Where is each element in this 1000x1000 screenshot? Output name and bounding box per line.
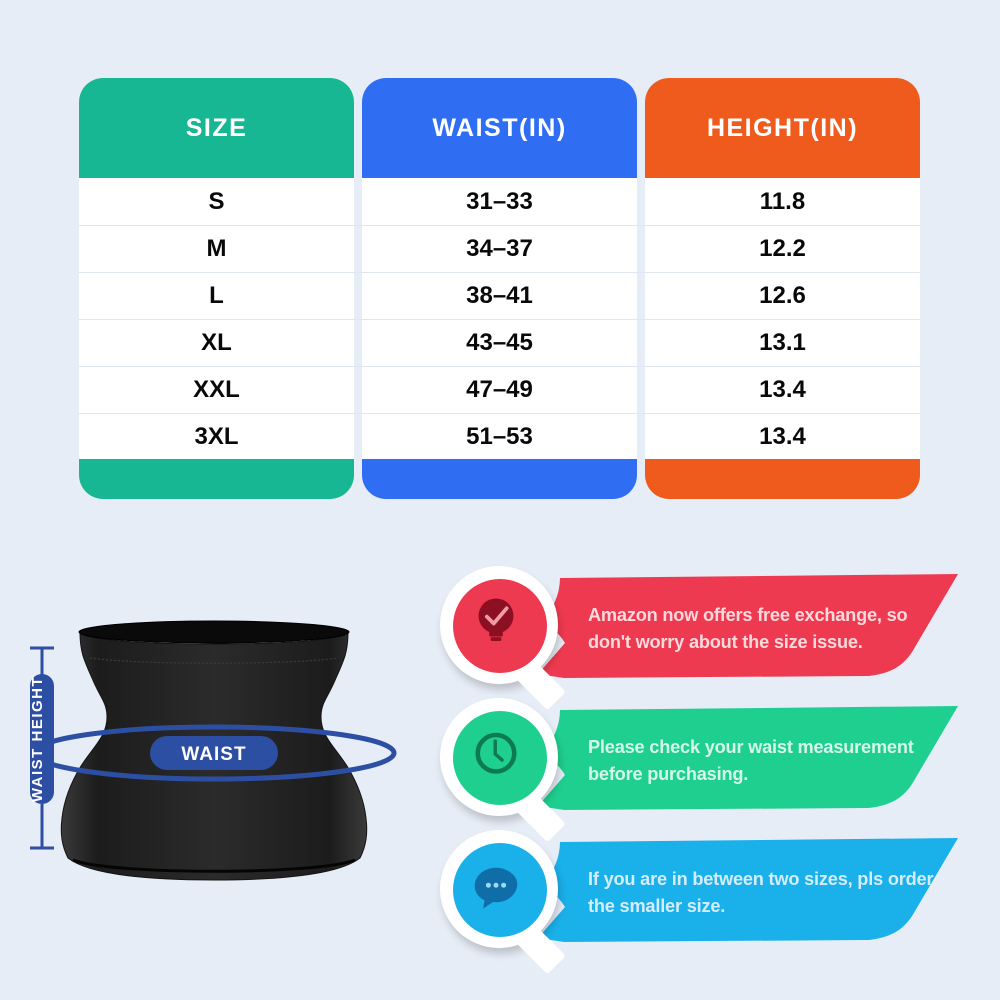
svg-text:WAIST HEIGHT: WAIST HEIGHT — [29, 676, 46, 802]
